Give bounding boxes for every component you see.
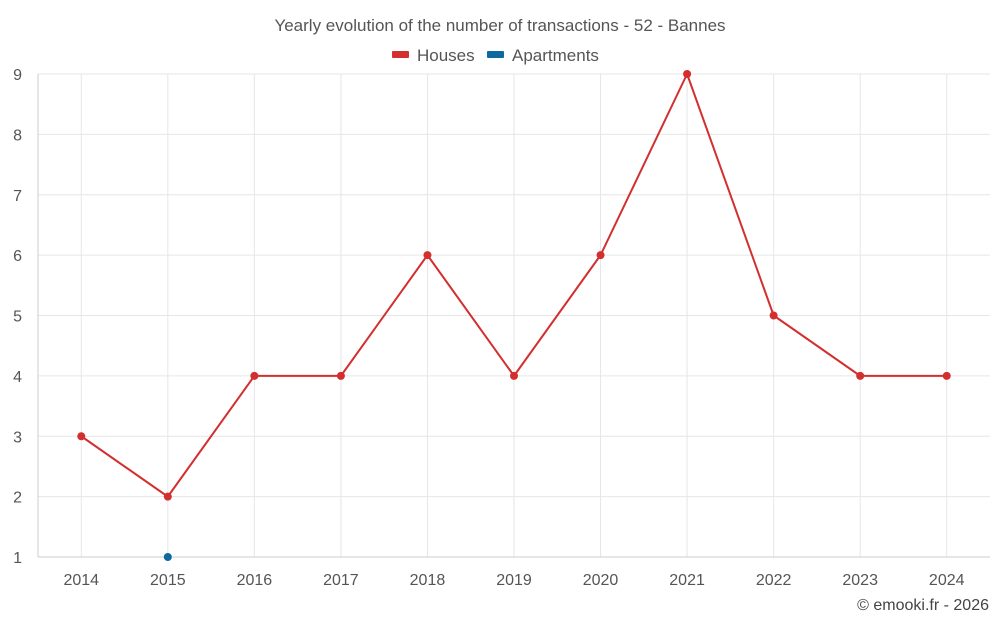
data-point-houses[interactable] <box>423 251 432 260</box>
legend-item-apartments[interactable]: Apartments <box>487 46 599 65</box>
y-tick-label: 1 <box>13 550 22 567</box>
legend-label-houses: Houses <box>417 46 475 65</box>
legend-swatch-houses <box>392 51 409 58</box>
data-point-houses[interactable] <box>942 371 951 380</box>
data-point-houses[interactable] <box>163 492 172 501</box>
data-point-houses[interactable] <box>250 371 259 380</box>
series <box>77 70 951 561</box>
data-point-houses[interactable] <box>856 371 865 380</box>
x-tick-label: 2018 <box>410 572 446 589</box>
x-tick-label: 2014 <box>63 572 99 589</box>
legend: Houses Apartments <box>392 46 599 65</box>
y-tick-label: 8 <box>13 127 22 144</box>
series-apartments <box>163 553 172 561</box>
data-point-houses[interactable] <box>683 70 692 78</box>
x-tick-label: 2020 <box>583 572 619 589</box>
series-houses <box>77 70 951 501</box>
x-tick-label: 2016 <box>237 572 273 589</box>
y-tick-label: 5 <box>13 309 22 326</box>
y-tick-label: 4 <box>13 369 22 386</box>
x-tick-label: 2015 <box>150 572 186 589</box>
data-point-houses[interactable] <box>769 311 778 320</box>
grid <box>38 73 990 557</box>
x-tick-label: 2023 <box>842 572 878 589</box>
data-point-houses[interactable] <box>336 371 345 380</box>
legend-label-apartments: Apartments <box>512 46 599 65</box>
y-tick-label: 3 <box>13 429 22 446</box>
data-point-houses[interactable] <box>77 432 86 441</box>
x-tick-label: 2017 <box>323 572 359 589</box>
y-tick-label: 9 <box>13 67 22 84</box>
axes: 1 2 3 4 5 6 7 8 9 2014 2015 2016 2017 2018 2019 2020 202… <box>13 67 990 589</box>
y-tick-label: 2 <box>13 490 22 507</box>
legend-item-houses[interactable]: Houses <box>392 46 475 65</box>
x-tick-label: 2019 <box>496 572 532 589</box>
data-point-houses[interactable] <box>510 371 518 380</box>
x-tick-label: 2024 <box>929 572 965 589</box>
data-point-apartments[interactable] <box>163 553 172 561</box>
chart-title: Yearly evolution of the number of transa… <box>274 16 725 35</box>
x-tick-label: 2022 <box>756 572 792 589</box>
data-point-houses[interactable] <box>596 251 605 260</box>
credit: © emooki.fr - 2026 <box>857 597 989 614</box>
x-tick-label: 2021 <box>669 572 705 589</box>
legend-swatch-apartments <box>487 51 504 58</box>
y-tick-label: 6 <box>13 248 22 265</box>
y-tick-label: 7 <box>13 188 22 205</box>
